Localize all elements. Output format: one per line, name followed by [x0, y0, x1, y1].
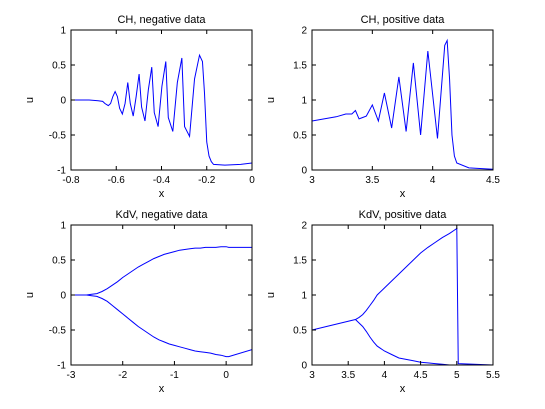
y-tick-label: 0.5: [52, 61, 66, 72]
y-tick-label: 1: [301, 291, 307, 302]
series-line-1: [312, 38, 493, 170]
x-tick-label: -0.2: [198, 175, 216, 186]
y-tick-label: 1: [301, 96, 307, 107]
x-tick-label: 3.5: [365, 175, 379, 186]
x-tick-label: 4: [430, 175, 436, 186]
x-tick-label: -0.6: [108, 175, 126, 186]
x-tick-label: 4.5: [486, 175, 500, 186]
series-line-1: [71, 53, 252, 166]
y-tick-label: -0.5: [49, 131, 67, 142]
subplot-3: -3 -2 -1 0 -1 -0.5 0 0.5 1 KdV, negative data x u: [24, 209, 253, 395]
series-line-2: [355, 319, 457, 365]
series-line-2: [71, 294, 252, 358]
axes-frame: [311, 29, 494, 171]
y-tick-label: -1: [57, 166, 66, 177]
chart-title: KdV, negative data: [116, 209, 209, 221]
y-tick-label: 2: [301, 26, 307, 37]
subplot-4: 3 3.5 4 4.5 5 5.5 0 0.5 1 1.5 2 KdV, positive data x…: [265, 209, 500, 395]
series-line-1: [71, 246, 252, 296]
y-tick-label: 0.5: [52, 256, 66, 267]
x-tick-label: 3: [309, 370, 315, 381]
x-tick-label: -2: [118, 370, 127, 381]
x-tick-label: -0.4: [153, 175, 171, 186]
x-axis-label: x: [400, 188, 406, 200]
y-tick-label: 0: [301, 361, 307, 372]
x-axis-label: x: [400, 383, 406, 395]
subplot-2: 3 3.5 4 4.5 0 0.5 1 1.5 2 CH, positive data x u: [265, 14, 500, 200]
axes-frame: [311, 224, 494, 366]
chart-title: CH, negative data: [117, 14, 206, 26]
x-tick-label: -3: [67, 370, 76, 381]
x-tick-label: 0: [249, 175, 255, 186]
y-tick-label: 0.5: [293, 326, 307, 337]
y-tick-label: 1.5: [293, 256, 307, 267]
axes-frame: [70, 29, 253, 171]
y-axis-label: u: [265, 292, 277, 298]
y-tick-label: 2: [301, 221, 307, 232]
x-axis-label: x: [159, 383, 165, 395]
y-tick-label: 0.5: [293, 131, 307, 142]
y-tick-label: 0: [60, 291, 66, 302]
x-tick-label: -0.8: [62, 175, 80, 186]
series-line-1: [312, 227, 493, 365]
y-tick-label: 0: [60, 96, 66, 107]
x-tick-label: -1: [170, 370, 179, 381]
x-tick-label: 0: [223, 370, 229, 381]
y-axis-label: u: [24, 292, 36, 298]
chart-title: CH, positive data: [361, 14, 446, 26]
y-axis-label: u: [265, 97, 277, 103]
y-tick-label: 1: [60, 221, 66, 232]
y-tick-label: -1: [57, 361, 66, 372]
axes-frame: [70, 224, 253, 366]
y-tick-label: 1.5: [293, 61, 307, 72]
x-tick-label: 4: [382, 370, 388, 381]
x-tick-label: 3.5: [341, 370, 355, 381]
x-tick-label: 3: [309, 175, 315, 186]
x-axis-label: x: [159, 188, 165, 200]
x-tick-label: 5.5: [486, 370, 500, 381]
x-tick-label: 4.5: [414, 370, 428, 381]
y-tick-label: -0.5: [49, 326, 67, 337]
subplot-1: -0.8 -0.6 -0.4 -0.2 0 -1 -0.5 0 0.5 1 CH, negative…: [24, 14, 255, 200]
y-tick-label: 0: [301, 166, 307, 177]
x-tick-label: 5: [454, 370, 460, 381]
y-axis-label: u: [24, 97, 36, 103]
chart-title: KdV, positive data: [359, 209, 448, 221]
y-tick-label: 1: [60, 26, 66, 37]
